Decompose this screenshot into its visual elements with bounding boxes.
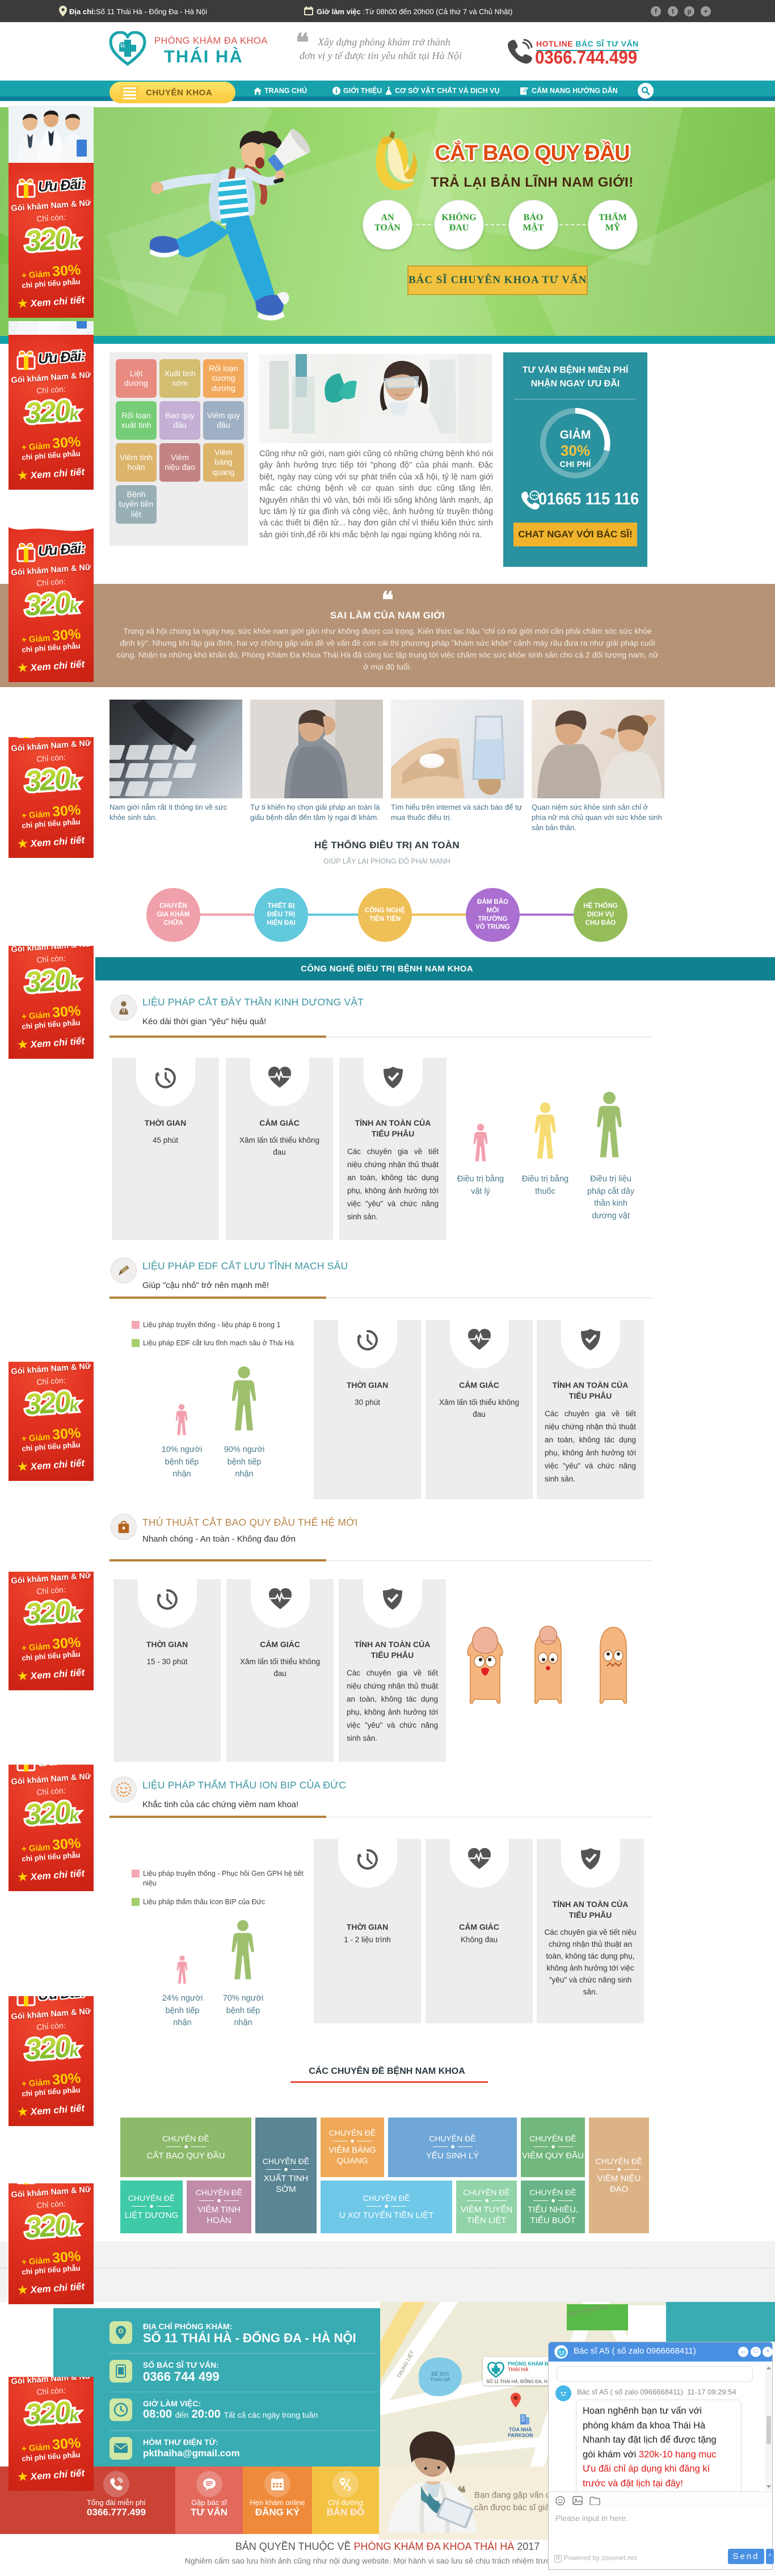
svg-text:11: 11 [120, 43, 125, 48]
